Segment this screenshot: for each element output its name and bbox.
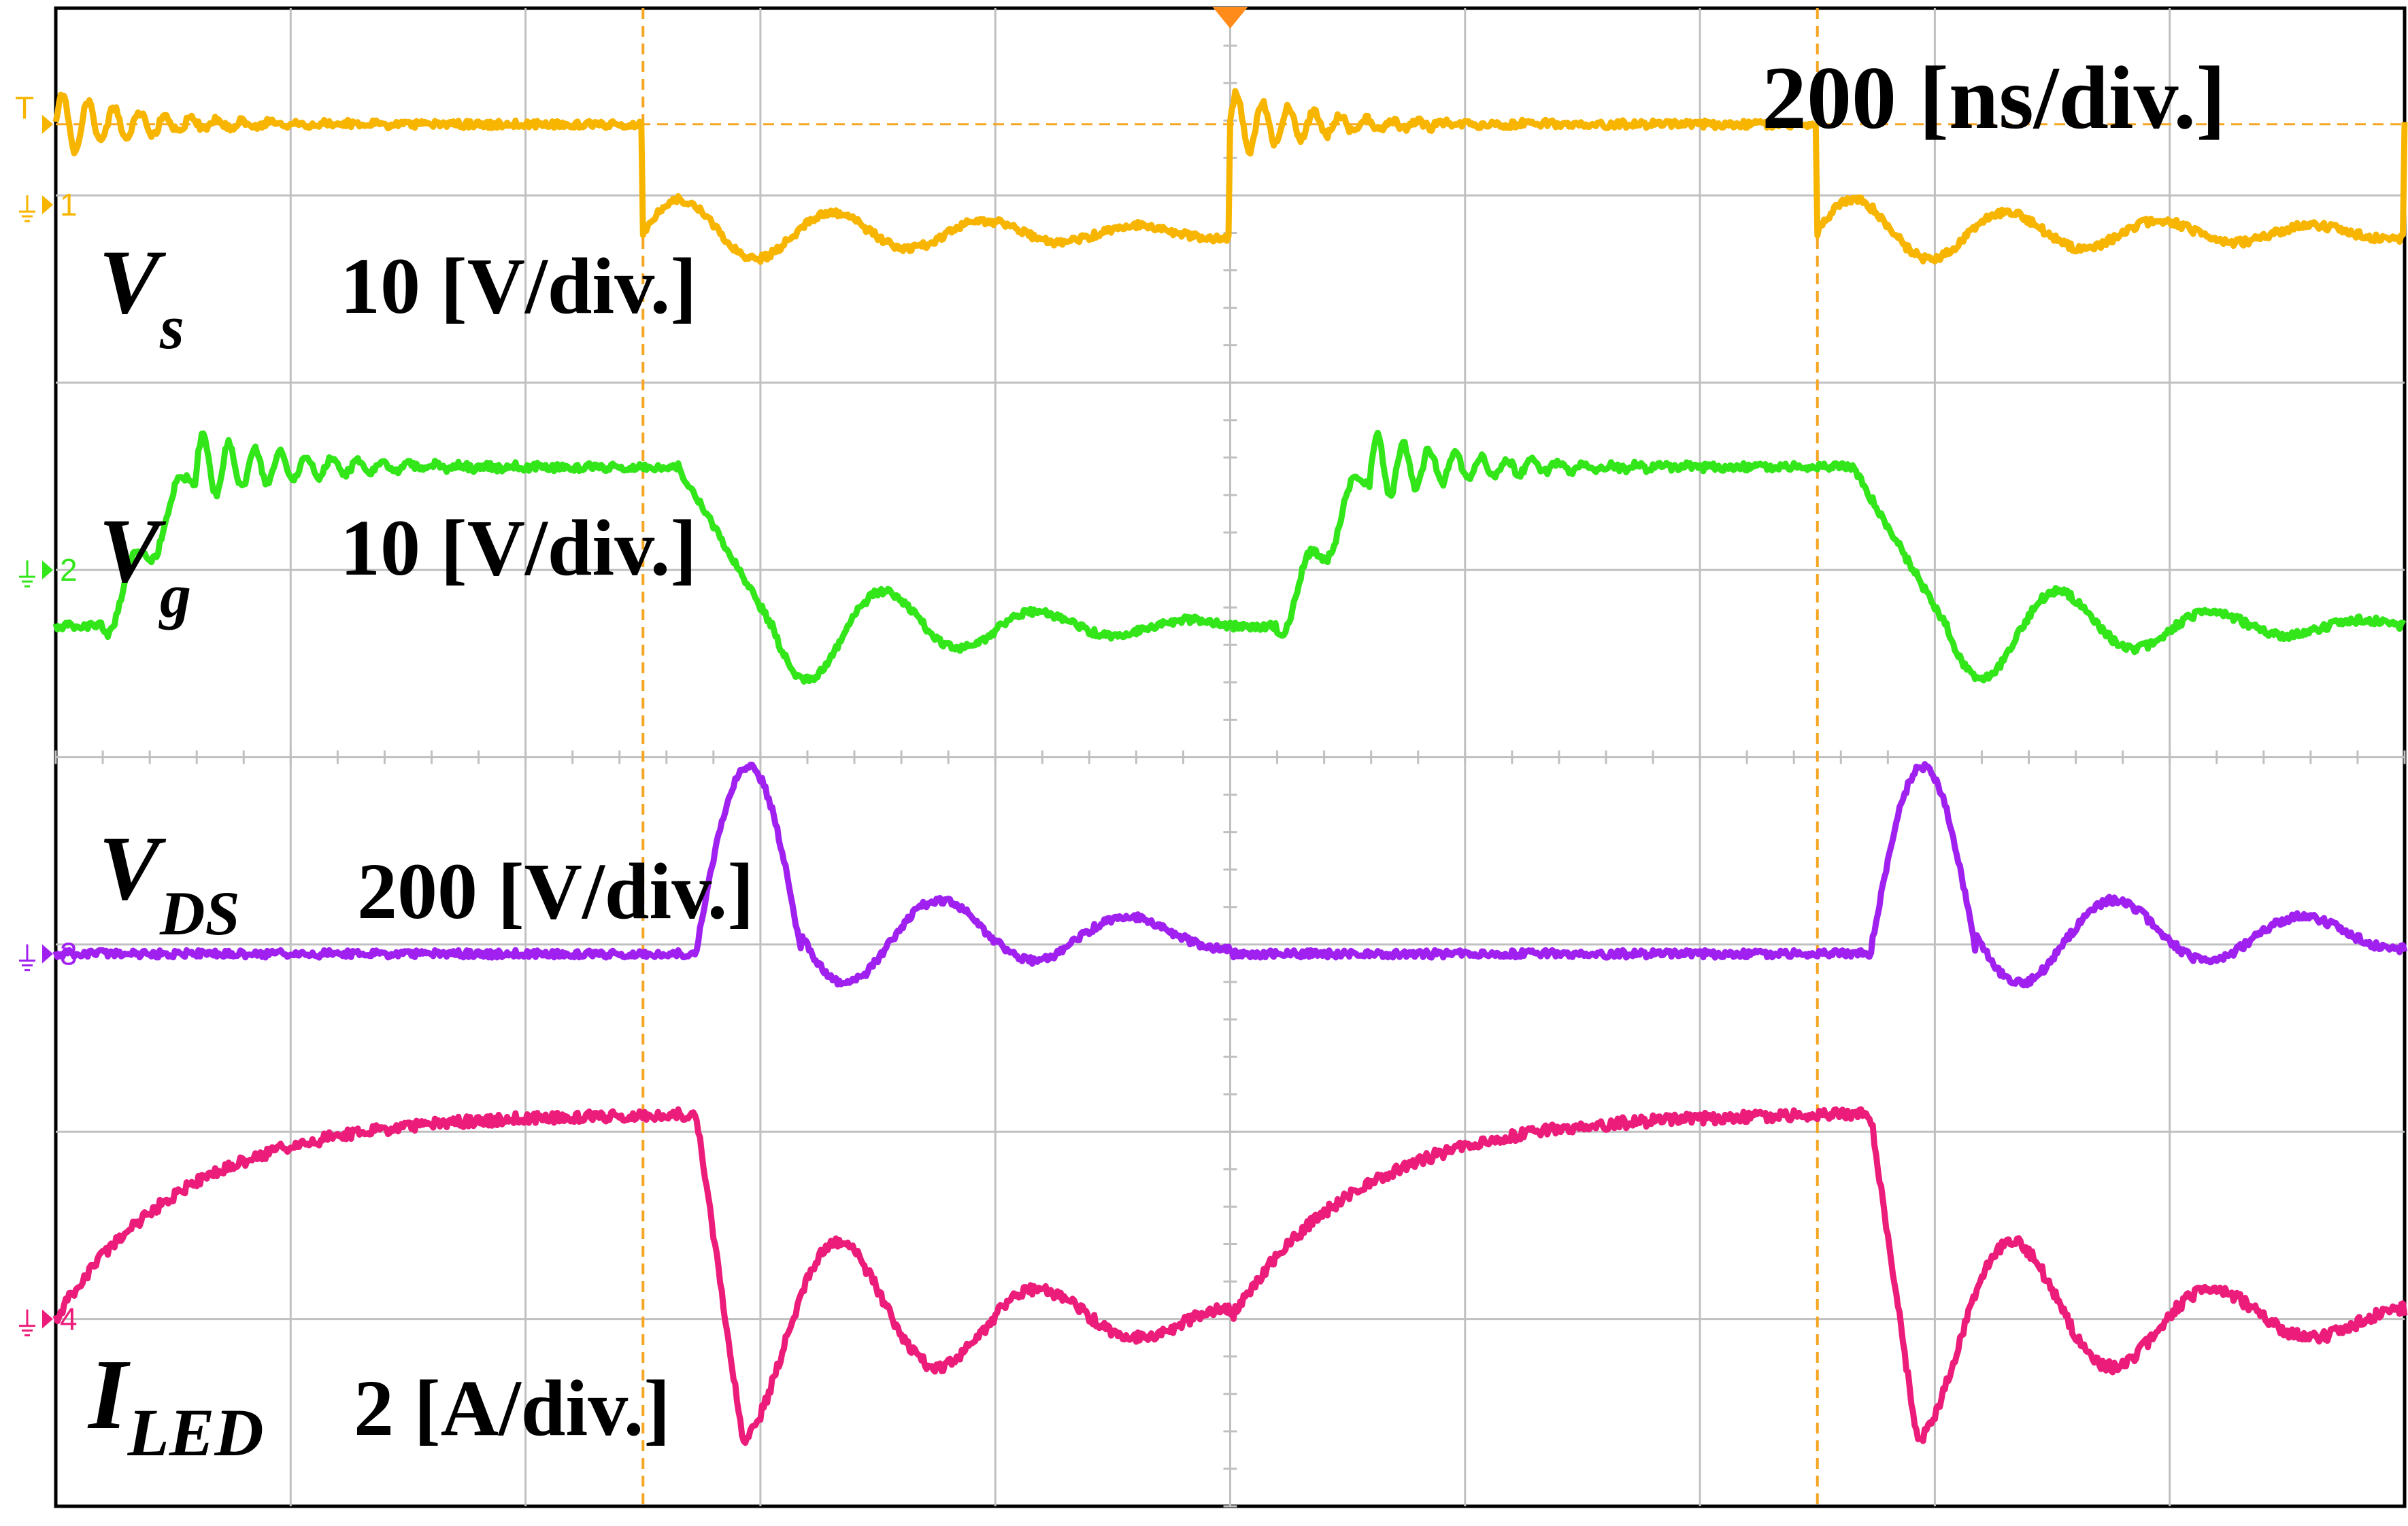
trigger-position-marker [1212, 7, 1248, 29]
ch4-subscript: LED [127, 1395, 264, 1470]
ch1-ground-marker: 1 [19, 187, 78, 222]
ch4-symbol: I [87, 1339, 131, 1451]
ch4-trace [52, 1106, 2408, 1446]
ch2-scale-label: 10 [V/div.] [340, 503, 697, 592]
ch3-channel-number: 3 [60, 936, 78, 972]
ch3-ground-icon [19, 944, 35, 972]
time-scale-label: 200 [ns/div.] [1762, 48, 2226, 148]
graticule [54, 6, 2407, 1508]
ch2-trace [52, 430, 2407, 685]
ch4-scale-label: 2 [A/div.] [354, 1363, 671, 1453]
ch1-channel-number: 1 [60, 187, 78, 222]
ch2-symbol-label: Vg [99, 501, 191, 630]
ch3-symbol: V [99, 818, 167, 919]
ch3-symbol-label: VDS [99, 818, 240, 948]
ch3-subscript: DS [159, 879, 240, 948]
ch3-ground-marker: 3 [19, 936, 78, 972]
trigger-level-marker: T [15, 90, 53, 134]
ch1-scale-label: 10 [V/div.] [340, 241, 697, 330]
ch4-marker-arrow [42, 1309, 53, 1329]
ch4-ground-icon [19, 1309, 35, 1337]
ch2-symbol: V [99, 501, 167, 602]
ch1-ground-icon [19, 195, 35, 222]
waveform-traces [52, 88, 2408, 1446]
ch2-channel-number: 2 [60, 552, 78, 588]
ch1-symbol: V [99, 232, 167, 333]
ch3-scale-label: 200 [V/div.] [357, 847, 754, 936]
ch1-symbol-label: Vs [99, 232, 184, 362]
ch4-symbol-label: ILED [87, 1339, 264, 1470]
ch1-trace [52, 88, 2408, 265]
ch4-ground-marker: 4 [19, 1302, 78, 1337]
ch1-subscript: s [159, 292, 184, 362]
trace-labels: 200 [ns/div.] Vs 10 [V/div.] Vg 10 [V/di… [87, 48, 2226, 1470]
ch1-marker-arrow [42, 195, 53, 215]
ch4-channel-number: 4 [60, 1302, 78, 1337]
ch3-marker-arrow [42, 944, 53, 964]
channel-markers: 1 2 3 4 T [15, 90, 78, 1337]
trigger-letter: T [15, 90, 34, 126]
ch2-subscript: g [158, 561, 191, 630]
trigger-arrow [42, 114, 53, 134]
ch2-ground-marker: 2 [19, 552, 78, 588]
ch2-marker-arrow [42, 560, 53, 580]
ch3-trace [52, 761, 2408, 989]
ch2-ground-icon [19, 560, 35, 588]
